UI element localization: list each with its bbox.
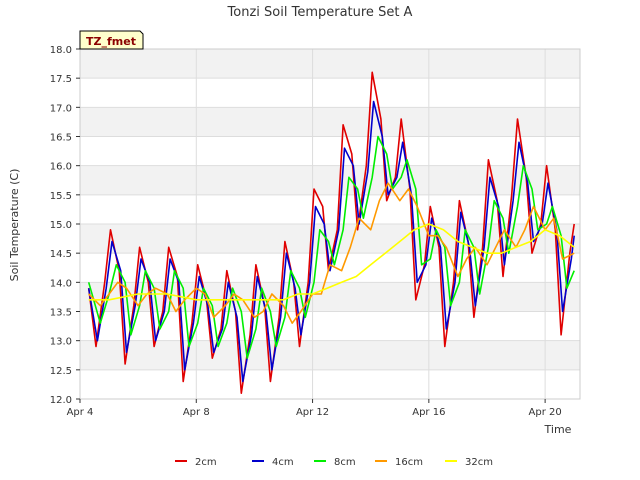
series-line-4cm	[87, 100, 575, 383]
plot-band	[80, 165, 580, 195]
series-lines	[87, 71, 575, 395]
y-tick-label: 12.0	[50, 395, 72, 406]
x-tick-label: Apr 4	[67, 407, 94, 418]
y-tick-label: 13.0	[50, 337, 72, 348]
x-tick-label: Apr 16	[412, 407, 445, 418]
y-tick-label: 12.5	[50, 366, 72, 377]
y-axis-label: Soil Temperature (C)	[8, 169, 21, 282]
plot-band	[80, 340, 580, 370]
y-tick-label: 18.0	[50, 45, 72, 56]
y-axis: 12.0 12.5 13.0 13.5 14.0 14.5 15.0 15.5 16.0 16.5…	[50, 45, 80, 406]
series-line-8cm	[87, 135, 575, 360]
x-tick-label: Apr 20	[529, 407, 562, 418]
y-tick-label: 17.5	[50, 74, 72, 85]
y-tick-label: 16.0	[50, 162, 72, 173]
legend-label-4cm: 4cm	[272, 457, 294, 468]
badge-box	[79, 30, 144, 50]
y-tick-label: 16.5	[50, 133, 72, 144]
legend-label-32cm: 32cm	[465, 457, 493, 468]
x-axis: Apr 4 Apr 8 Apr 12 Apr 16 Apr 20	[67, 399, 562, 418]
y-tick-label: 14.0	[50, 278, 72, 289]
legend: 2cm 4cm 8cm 16cm 32cm	[175, 457, 493, 468]
chart-title: Tonzi Soil Temperature Set A	[227, 5, 413, 20]
y-tick-label: 17.0	[50, 103, 72, 114]
plot-band	[80, 49, 580, 79]
legend-label-16cm: 16cm	[395, 457, 423, 468]
legend-label-2cm: 2cm	[195, 457, 217, 468]
badge: TZ_fmet	[79, 30, 144, 50]
y-tick-label: 13.5	[50, 308, 72, 319]
y-tick-label: 15.5	[50, 191, 72, 202]
x-tick-label: Apr 8	[183, 407, 210, 418]
x-axis-label: Time	[544, 423, 572, 436]
series-line-32cm	[88, 223, 575, 301]
plot-bands	[80, 49, 580, 370]
badge-label: TZ_fmet	[86, 35, 136, 48]
y-tick-label: 14.5	[50, 249, 72, 260]
x-tick-label: Apr 12	[296, 407, 329, 418]
legend-label-8cm: 8cm	[334, 457, 356, 468]
series-line-2cm	[87, 71, 575, 395]
y-tick-label: 15.0	[50, 220, 72, 231]
plot-band	[80, 107, 580, 137]
